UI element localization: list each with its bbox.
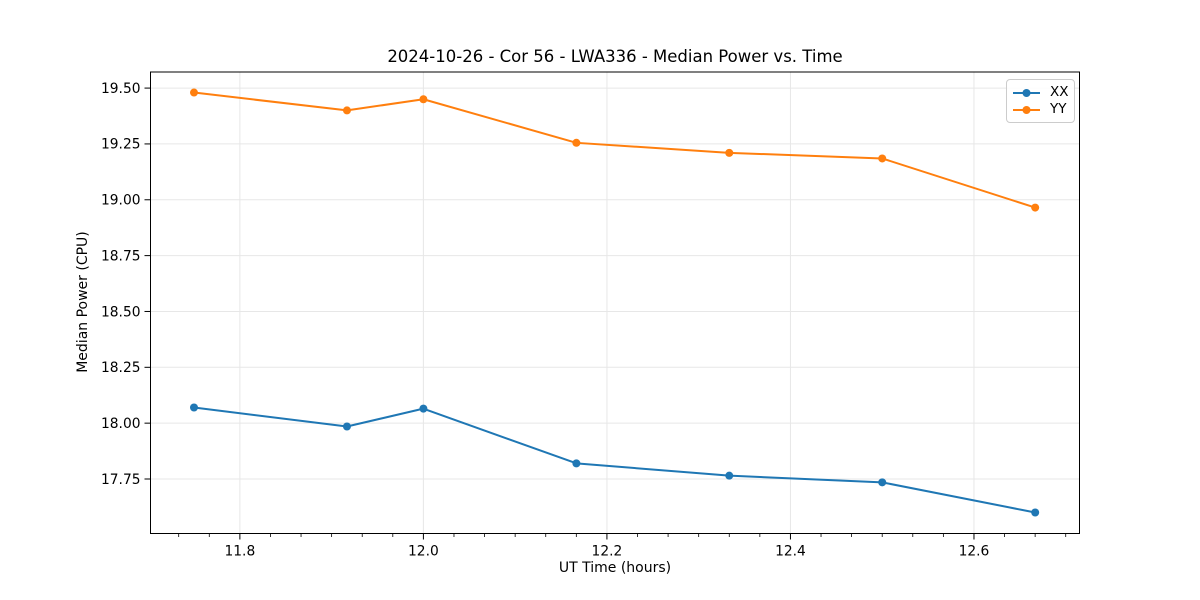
x-tick-label: 12.0 (408, 544, 439, 560)
data-point-yy (189, 88, 198, 97)
y-tick-label: 19.00 (101, 193, 141, 209)
data-point-yy (1031, 203, 1040, 212)
legend-swatch-yy-icon (1013, 105, 1040, 114)
series-line-yy (192, 91, 1037, 209)
x-tick-label: 12.6 (959, 544, 990, 560)
data-point-xx (189, 403, 198, 412)
legend: XX YY (1006, 79, 1075, 123)
x-tick-label: 12.4 (775, 544, 806, 560)
legend-item-yy: YY (1012, 101, 1068, 118)
data-point-xx (725, 471, 734, 480)
data-point-yy (725, 148, 734, 157)
x-axis-label: UT Time (hours) (558, 560, 672, 576)
y-tick-label: 18.50 (101, 304, 141, 320)
data-point-yy (572, 138, 581, 147)
y-tick-label: 18.25 (101, 360, 141, 376)
data-point-yy (419, 95, 428, 104)
legend-swatch-xx-icon (1013, 88, 1040, 97)
y-tick-label: 18.75 (101, 248, 141, 264)
data-point-xx (1031, 508, 1040, 517)
y-tick-label: 17.75 (101, 472, 141, 488)
y-tick-label: 19.50 (101, 81, 141, 97)
data-point-xx (342, 422, 351, 431)
data-point-xx (878, 478, 887, 487)
y-tick-label: 18.00 (101, 416, 141, 432)
y-tick-label: 19.25 (101, 137, 141, 153)
data-point-xx (572, 459, 581, 468)
legend-item-xx: XX (1012, 83, 1069, 101)
legend-label-yy: YY (1050, 100, 1067, 117)
x-tick-label: 12.2 (592, 544, 623, 560)
plot-area (150, 71, 1080, 534)
legend-label-xx: XX (1050, 83, 1069, 100)
data-point-xx (419, 404, 428, 413)
y-axis-label: Median Power (CPU) (75, 231, 91, 373)
x-tick-label: 11.8 (225, 544, 256, 560)
data-point-yy (878, 154, 887, 163)
chart-title: 2024-10-26 - Cor 56 - LWA336 - Median Po… (387, 47, 843, 66)
data-point-yy (342, 106, 351, 115)
